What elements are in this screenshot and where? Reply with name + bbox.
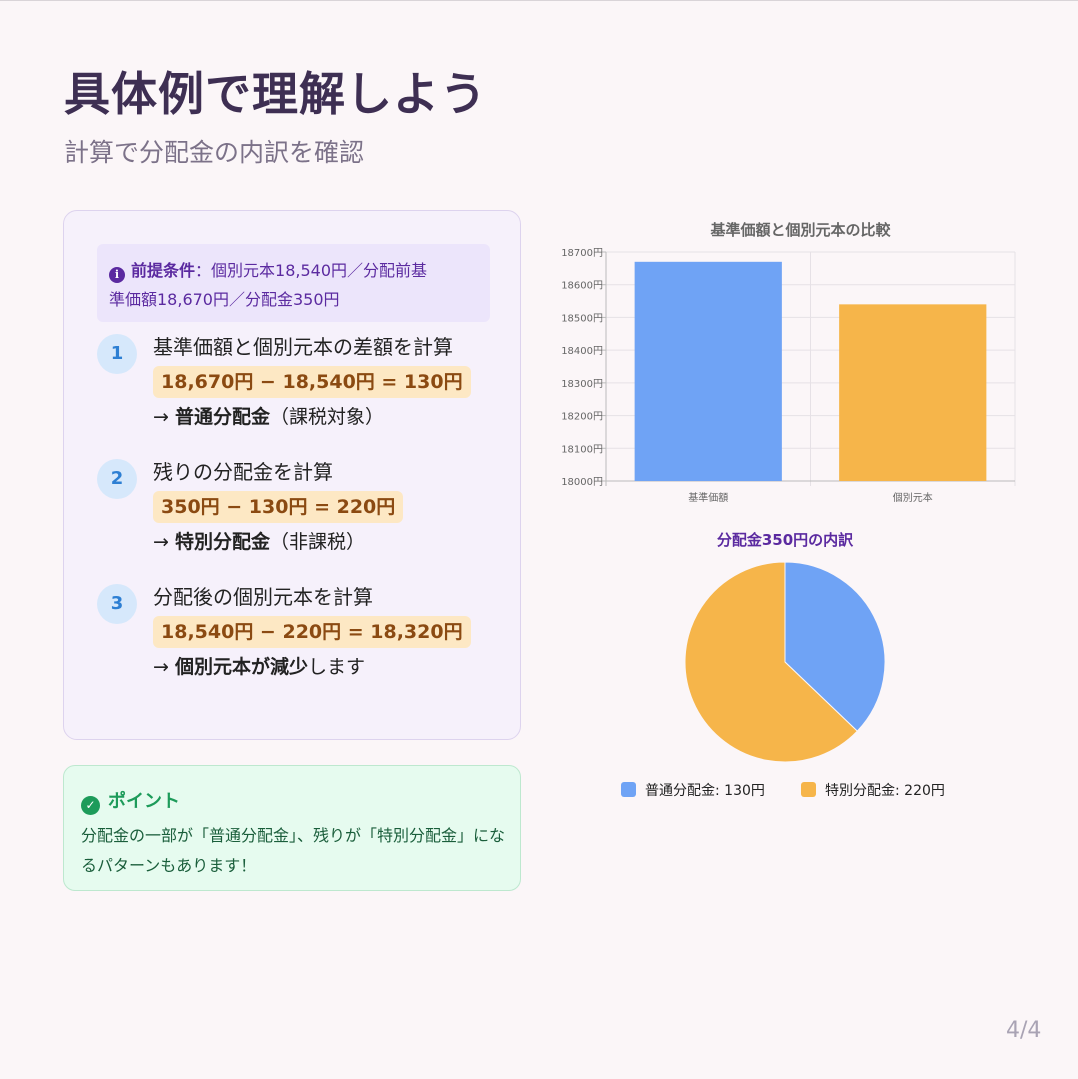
bar-chart: 基準価額と個別元本の比較 18000円 18100円 18200円 18300円 1840… xyxy=(561,221,1016,504)
premise-text-2: 準価額18,670円／分配金350円 xyxy=(109,290,340,309)
point-text: 分配金の一部が「普通分配金」、残りが「特別分配金」になるパターンもあります！ xyxy=(81,826,506,875)
y-tick-label: 18500円 xyxy=(561,313,603,324)
info-icon: i xyxy=(109,267,125,283)
check-circle-icon: ✓ xyxy=(81,796,100,815)
legend-label-1: 普通分配金: 130円 xyxy=(645,783,765,799)
y-tick-label: 18600円 xyxy=(561,281,603,292)
step-result-bold: 特別分配金 xyxy=(174,531,270,553)
x-tick-label: 個別元本 xyxy=(893,491,933,504)
step-result: → 特別分配金（非課税） xyxy=(153,531,365,553)
y-tick-label: 18000円 xyxy=(561,477,603,488)
y-tick-label: 18200円 xyxy=(561,412,603,423)
point-title: ポイント xyxy=(108,791,180,812)
y-tick-label: 18700円 xyxy=(561,248,603,259)
legend-swatch-1 xyxy=(621,782,636,797)
premise-text-1: ：個別元本18,540円／分配前基 xyxy=(195,261,428,280)
step-number: 2 xyxy=(97,459,137,499)
top-border xyxy=(0,0,1078,1)
bar-chart-title: 基準価額と個別元本の比較 xyxy=(709,221,891,239)
page-number: 4/4 xyxy=(1006,1018,1042,1043)
step-result: → 普通分配金（課税対象） xyxy=(153,406,384,428)
step-formula: 18,670円 − 18,540円 = 130円 xyxy=(153,366,471,398)
y-tick-label: 18400円 xyxy=(561,346,603,357)
premise-box: i 前提条件：個別元本18,540円／分配前基準価額18,670円／分配金350円 xyxy=(97,244,490,322)
bar-1 xyxy=(634,261,782,481)
legend-swatch-2 xyxy=(801,782,816,797)
legend-label-2: 特別分配金: 220円 xyxy=(825,783,945,799)
premise-label: 前提条件 xyxy=(131,261,196,280)
step-title: 分配後の個別元本を計算 xyxy=(153,585,373,609)
pie-chart-title: 分配金350円の内訳 xyxy=(717,531,854,549)
pie-slice-2 xyxy=(684,561,858,763)
step-number: 3 xyxy=(97,584,137,624)
step-formula: 350円 − 130円 = 220円 xyxy=(153,491,404,523)
step-title: 基準価額と個別元本の差額を計算 xyxy=(153,335,453,359)
x-tick-label: 基準価額 xyxy=(688,491,728,504)
y-tick-label: 18100円 xyxy=(561,444,603,455)
step-number: 1 xyxy=(97,334,137,374)
pie-slice-1 xyxy=(784,561,886,732)
step-result: → 個別元本が減少します xyxy=(153,656,365,678)
step-formula: 18,540円 − 220円 = 18,320円 xyxy=(153,616,471,648)
point-box: ✓ ポイント 分配金の一部が「普通分配金」、残りが「特別分配金」になるパターンもあ… xyxy=(63,765,521,891)
example-card: i 前提条件：個別元本18,540円／分配前基準価額18,670円／分配金350円… xyxy=(63,210,521,740)
bar-2 xyxy=(839,304,987,481)
page-title: 具体例で理解しよう xyxy=(64,67,487,121)
point-heading: ✓ ポイント xyxy=(81,787,180,815)
step-result-bold: 普通分配金 xyxy=(174,406,270,428)
step-title: 残りの分配金を計算 xyxy=(153,460,333,484)
step-result-bold: 個別元本が減少 xyxy=(174,656,308,678)
page-subtitle: 計算で分配金の内訳を確認 xyxy=(64,138,365,167)
y-tick-label: 18300円 xyxy=(561,379,603,390)
